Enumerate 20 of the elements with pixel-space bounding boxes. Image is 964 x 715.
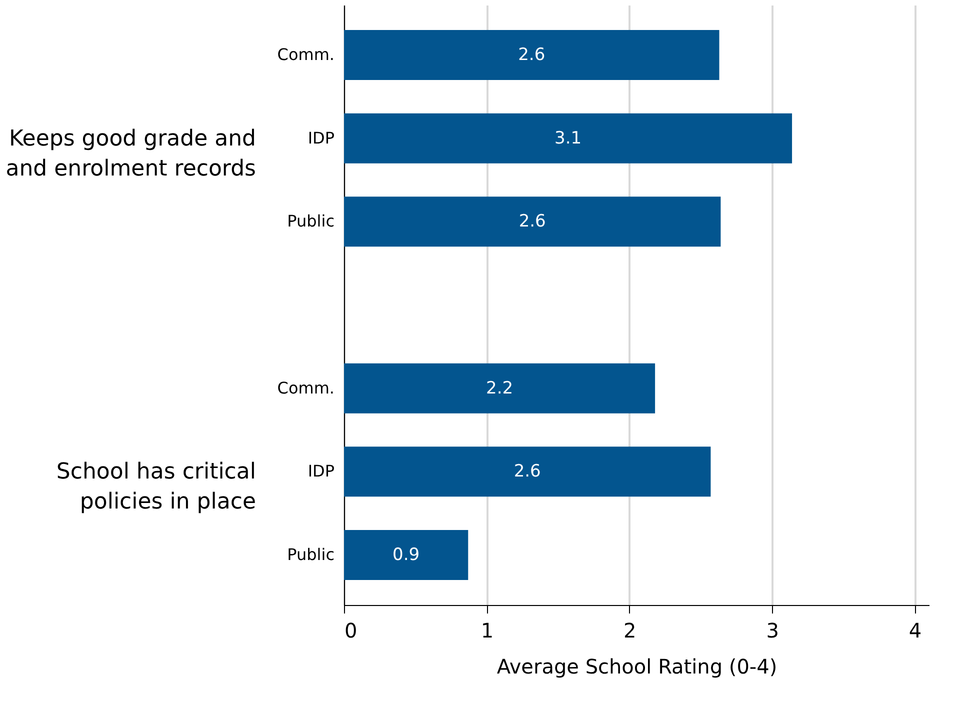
x-tick-label: 3: [766, 618, 779, 642]
x-tick-label: 4: [908, 618, 922, 642]
data-label: 2.2: [486, 378, 514, 398]
y-tick-label: Public: [287, 212, 334, 231]
data-label: 0.9: [392, 545, 420, 565]
text: School has critical policies in place: [56, 460, 256, 515]
x-axis-title: Average School Rating (0-4): [496, 654, 778, 678]
y-tick-label: Comm.: [277, 45, 334, 64]
data-label: 2.6: [518, 212, 546, 232]
y-tick-label: Public: [287, 545, 334, 564]
x-tick-label: 2: [624, 618, 636, 642]
data-label: 2.6: [514, 462, 541, 482]
data-label: 3.1: [554, 128, 582, 148]
text: Keeps good grade and and enrolment records: [6, 126, 256, 182]
x-tick-label: 1: [480, 618, 494, 642]
x-tick-label: 0: [344, 618, 358, 642]
data-label: 2.6: [518, 45, 546, 65]
y-tick-label: IDP: [308, 128, 335, 148]
y-tick-label: Comm.: [277, 378, 334, 398]
y-tick-label: IDP: [308, 462, 335, 481]
